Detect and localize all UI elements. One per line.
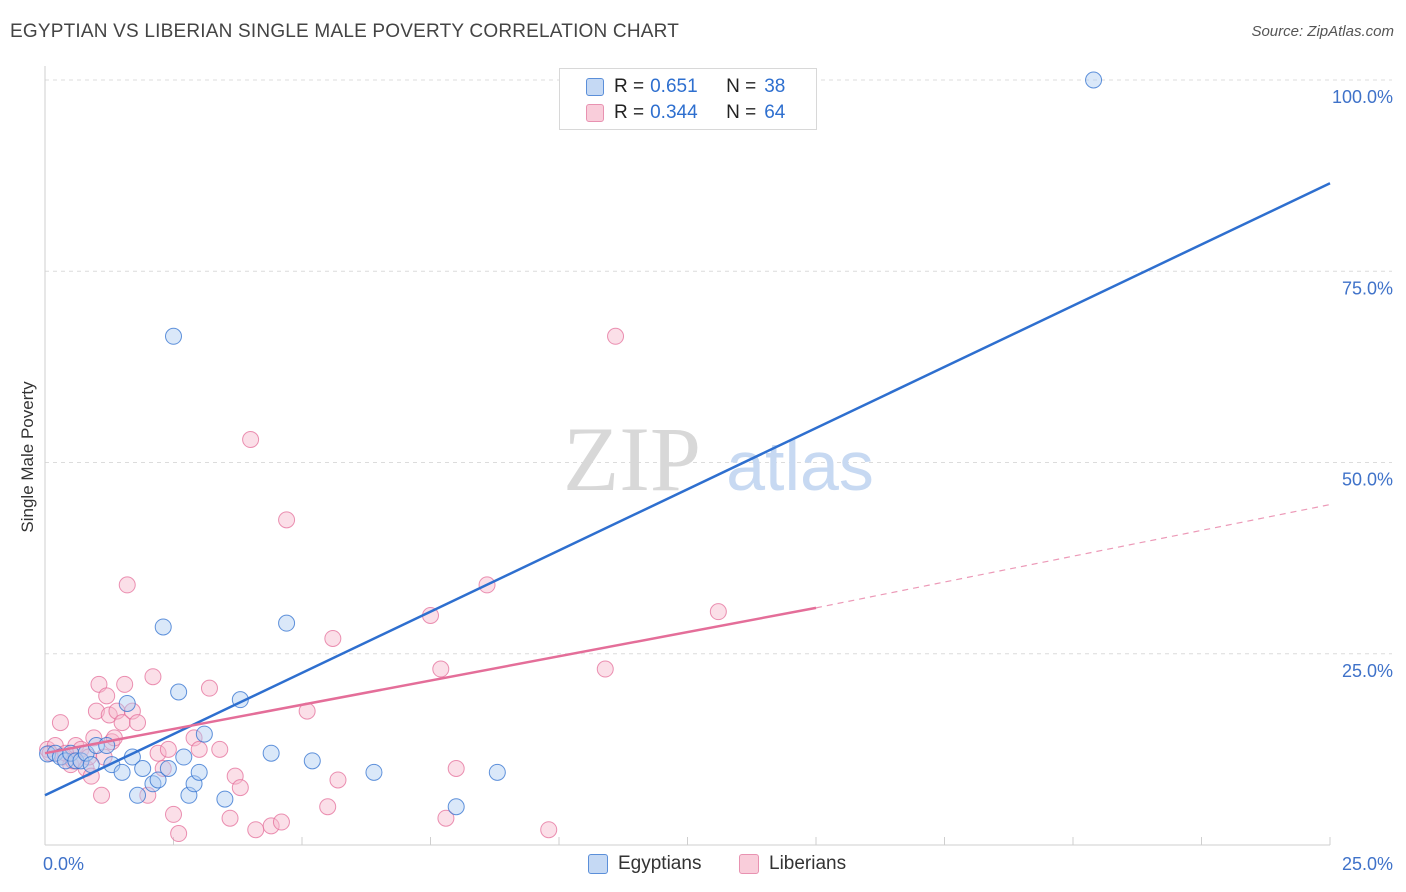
trend-lines bbox=[44, 182, 1331, 797]
liberians-point bbox=[447, 760, 465, 777]
egyptians-point bbox=[195, 725, 213, 743]
liberians-point bbox=[231, 779, 249, 797]
egyptians-point bbox=[113, 763, 131, 781]
egyptians-point bbox=[118, 694, 136, 712]
liberians-point bbox=[211, 740, 229, 758]
liberians-point bbox=[159, 740, 177, 758]
legend-liberians-swatch bbox=[739, 854, 759, 874]
liberians-point bbox=[278, 511, 296, 529]
liberians-point bbox=[93, 786, 111, 804]
grid-lines bbox=[45, 79, 1392, 655]
y-tick-label: 100.0% bbox=[1332, 87, 1393, 107]
liberians-point bbox=[319, 798, 337, 816]
legend-egyptians-swatch bbox=[588, 854, 608, 874]
liberians-point bbox=[116, 675, 134, 693]
liberians-points bbox=[39, 327, 727, 843]
liberians-point bbox=[170, 825, 188, 843]
tick-labels: 100.0% 75.0% 50.0% 25.0% 0.0% 25.0% bbox=[43, 87, 1393, 874]
egyptians-point bbox=[278, 614, 296, 632]
liberians-point bbox=[262, 817, 280, 835]
egyptians-point bbox=[447, 798, 465, 816]
liberians-n-label: N = bbox=[726, 102, 757, 123]
egyptians-n-value: 38 bbox=[764, 76, 786, 97]
liberians-n-value: 64 bbox=[764, 102, 786, 123]
egyptians-point bbox=[262, 744, 280, 762]
liberians-point bbox=[247, 821, 265, 839]
liberians-point bbox=[607, 327, 625, 345]
liberians-point bbox=[51, 714, 69, 732]
legend-liberians: Liberians bbox=[739, 852, 846, 876]
egyptians-trend-line bbox=[44, 182, 1331, 797]
liberians-point bbox=[144, 668, 162, 686]
egyptians-point bbox=[488, 763, 506, 781]
liberians-trend-line bbox=[44, 606, 817, 755]
egyptians-point bbox=[1085, 71, 1103, 89]
chart-title: EGYPTIAN VS LIBERIAN SINGLE MALE POVERTY… bbox=[10, 21, 680, 42]
egyptians-point bbox=[149, 771, 167, 789]
egyptians-point bbox=[190, 763, 208, 781]
x-tick-label: 25.0% bbox=[1342, 854, 1393, 874]
liberians-point bbox=[709, 603, 727, 621]
egyptians-point bbox=[170, 683, 188, 701]
liberians-point bbox=[190, 740, 208, 758]
egyptians-point bbox=[154, 618, 172, 636]
egyptians-point bbox=[134, 760, 152, 777]
liberians-point bbox=[272, 813, 290, 831]
liberians-point bbox=[149, 744, 167, 762]
legend-egyptians: Egyptians bbox=[588, 852, 701, 876]
liberians-r-value: 0.344 bbox=[650, 102, 698, 123]
source-label: Source: ZipAtlas.com bbox=[1251, 23, 1394, 40]
egyptians-point bbox=[216, 790, 234, 808]
liberians-point bbox=[87, 702, 105, 720]
liberians-point bbox=[129, 714, 147, 732]
egyptians-point bbox=[165, 327, 182, 345]
stats-box: R = 0.651 N = 38 R = 0.344 N = 64 bbox=[559, 68, 817, 130]
legend-egyptians-label: Egyptians bbox=[618, 853, 702, 874]
stats-row-egyptians: R = 0.651 N = 38 bbox=[586, 75, 786, 99]
legend-liberians-label: Liberians bbox=[769, 853, 847, 874]
stats-row-liberians: R = 0.344 N = 64 bbox=[586, 101, 786, 125]
y-tick-label: 50.0% bbox=[1342, 470, 1393, 490]
watermark-zip: ZIP bbox=[563, 408, 701, 510]
liberians-point bbox=[221, 809, 239, 827]
egyptians-r-value: 0.651 bbox=[650, 76, 698, 97]
egyptians-swatch bbox=[586, 78, 604, 96]
egyptians-point bbox=[129, 786, 147, 804]
egyptians-n-label: N = bbox=[726, 76, 757, 97]
liberians-point bbox=[165, 805, 182, 823]
egyptians-point bbox=[159, 760, 177, 777]
liberians-point bbox=[329, 771, 347, 789]
liberians-point bbox=[324, 629, 342, 647]
y-axis-label: Single Male Poverty bbox=[18, 381, 37, 533]
liberians-r-label: R = bbox=[614, 102, 645, 123]
liberians-point bbox=[437, 809, 455, 827]
axes bbox=[44, 66, 1331, 846]
egyptians-point bbox=[303, 752, 321, 770]
liberians-point bbox=[432, 660, 450, 678]
y-tick-label: 75.0% bbox=[1342, 278, 1393, 298]
liberians-point bbox=[98, 687, 116, 705]
liberians-point bbox=[100, 706, 118, 724]
egyptians-point bbox=[365, 763, 383, 781]
egyptians-points bbox=[39, 71, 1103, 816]
liberians-point bbox=[113, 714, 131, 732]
liberians-point bbox=[540, 821, 558, 839]
liberians-point bbox=[118, 576, 136, 594]
watermark-atlas: atlas bbox=[726, 427, 874, 505]
x-tick-label: 0.0% bbox=[43, 854, 84, 874]
liberians-point bbox=[242, 431, 260, 449]
liberians-trend-line-extension bbox=[815, 503, 1331, 609]
y-tick-label: 25.0% bbox=[1342, 661, 1393, 681]
liberians-point bbox=[596, 660, 614, 678]
egyptians-point bbox=[175, 748, 193, 766]
egyptians-r-label: R = bbox=[614, 76, 645, 97]
liberians-point bbox=[200, 679, 218, 697]
liberians-swatch bbox=[586, 104, 604, 122]
